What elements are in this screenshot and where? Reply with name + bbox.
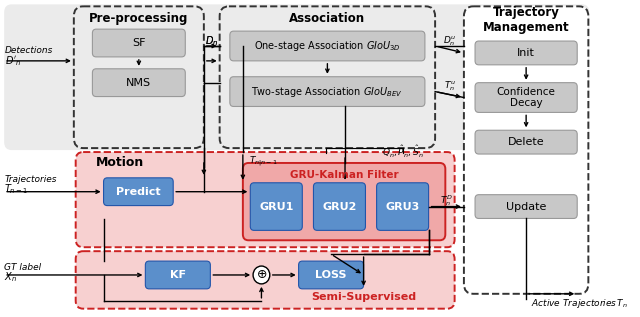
FancyBboxPatch shape	[4, 4, 589, 150]
FancyBboxPatch shape	[104, 178, 173, 206]
FancyBboxPatch shape	[220, 6, 435, 148]
Text: $D_n$: $D_n$	[205, 34, 218, 48]
Text: GRU2: GRU2	[323, 202, 356, 211]
Text: $Q_n,\hat{P}_n,\hat{S}_n$: $Q_n,\hat{P}_n,\hat{S}_n$	[382, 144, 424, 160]
Text: Two-stage Association $GIoU_{BEV}$: Two-stage Association $GIoU_{BEV}$	[252, 85, 403, 99]
Text: $T_{n-1}$: $T_{n-1}$	[4, 182, 28, 196]
FancyBboxPatch shape	[74, 6, 204, 148]
FancyBboxPatch shape	[92, 29, 186, 57]
Text: $T_{n|n-1}$: $T_{n|n-1}$	[250, 155, 278, 169]
Text: Trajectories: Trajectories	[4, 175, 57, 184]
Text: Semi-Supervised: Semi-Supervised	[311, 292, 416, 302]
Text: Delete: Delete	[508, 137, 545, 147]
FancyBboxPatch shape	[376, 183, 429, 230]
Text: $T_n^u$: $T_n^u$	[444, 80, 456, 94]
Text: Association: Association	[289, 12, 365, 25]
Text: $D'_n$: $D'_n$	[5, 54, 22, 68]
Text: Init: Init	[517, 48, 535, 58]
Text: Predict: Predict	[116, 187, 160, 197]
FancyBboxPatch shape	[475, 130, 577, 154]
FancyBboxPatch shape	[475, 195, 577, 218]
FancyBboxPatch shape	[250, 183, 302, 230]
Text: GRU-Kalman Filter: GRU-Kalman Filter	[290, 170, 399, 180]
Text: Update: Update	[506, 202, 547, 211]
FancyBboxPatch shape	[76, 251, 454, 309]
FancyBboxPatch shape	[299, 261, 364, 289]
FancyBboxPatch shape	[92, 69, 186, 97]
Text: $X_n$: $X_n$	[4, 270, 17, 284]
Text: Confidence
Decay: Confidence Decay	[497, 87, 556, 108]
Text: $D_n$: $D_n$	[205, 34, 218, 48]
FancyBboxPatch shape	[230, 31, 425, 61]
Text: Motion: Motion	[96, 157, 145, 170]
Text: Pre-processing: Pre-processing	[89, 12, 189, 25]
Text: $T_n^D$: $T_n^D$	[440, 193, 452, 208]
FancyBboxPatch shape	[145, 261, 211, 289]
Text: NMS: NMS	[126, 78, 152, 88]
Text: $D_n^u$: $D_n^u$	[444, 34, 457, 48]
Text: Detections: Detections	[5, 47, 54, 55]
FancyBboxPatch shape	[475, 83, 577, 113]
Text: KF: KF	[170, 270, 186, 280]
FancyBboxPatch shape	[464, 6, 588, 294]
Text: Active $Trajectories\,T_n$: Active $Trajectories\,T_n$	[531, 297, 628, 310]
Circle shape	[253, 266, 270, 284]
Text: GRU1: GRU1	[259, 202, 294, 211]
Text: $\oplus$: $\oplus$	[256, 268, 267, 281]
FancyBboxPatch shape	[230, 77, 425, 107]
FancyBboxPatch shape	[76, 152, 454, 247]
FancyBboxPatch shape	[243, 163, 445, 240]
Text: LOSS: LOSS	[316, 270, 347, 280]
Text: Trajectory
Management: Trajectory Management	[483, 6, 570, 34]
Text: One-stage Association $GIoU_{3D}$: One-stage Association $GIoU_{3D}$	[254, 39, 401, 53]
FancyBboxPatch shape	[475, 41, 577, 65]
FancyBboxPatch shape	[314, 183, 365, 230]
Text: SF: SF	[132, 38, 145, 48]
Text: GT label: GT label	[4, 262, 42, 272]
Text: GRU3: GRU3	[385, 202, 420, 211]
